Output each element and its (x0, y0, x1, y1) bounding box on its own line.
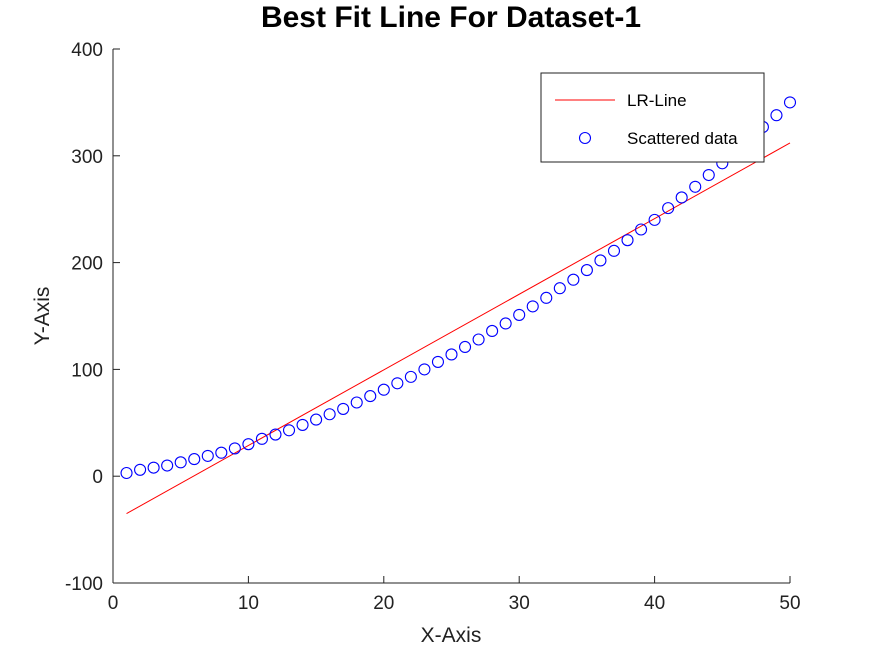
data-point (147, 461, 160, 474)
data-point (228, 442, 241, 455)
data-point (621, 234, 634, 247)
data-point (580, 264, 593, 277)
data-point (161, 459, 174, 472)
data-point (255, 432, 268, 445)
y-tick-label: 300 (71, 147, 103, 168)
y-tick-label: 0 (92, 467, 103, 488)
x-tick-label: 20 (373, 593, 394, 614)
y-tick-label: -100 (65, 574, 103, 595)
data-point (689, 180, 702, 193)
y-tick-label: 200 (71, 254, 103, 275)
data-point (513, 308, 526, 321)
data-point (323, 408, 336, 421)
data-point (134, 463, 147, 476)
x-tick-label: 30 (509, 593, 530, 614)
data-point (472, 333, 485, 346)
chart-title: Best Fit Line For Dataset-1 (261, 1, 641, 34)
data-point (174, 456, 187, 469)
x-axis-label: X-Axis (421, 624, 482, 647)
x-tick-label: 0 (108, 593, 119, 614)
data-point (377, 383, 390, 396)
data-point (648, 213, 661, 226)
legend-box (540, 72, 765, 163)
data-point (499, 317, 512, 330)
data-point (675, 191, 688, 204)
data-point (567, 273, 580, 286)
data-point (242, 438, 255, 451)
data-point (201, 449, 214, 462)
data-point (770, 109, 783, 122)
data-point (783, 96, 797, 109)
x-tick-label: 50 (779, 593, 800, 614)
data-point (404, 370, 417, 383)
data-point (282, 424, 296, 437)
data-point (350, 396, 363, 409)
data-point (188, 453, 201, 466)
legend-label: LR-Line (627, 91, 687, 110)
data-point (431, 355, 445, 368)
data-point (486, 324, 499, 338)
data-point (702, 168, 715, 182)
legend: LR-Line Scattered data (540, 72, 765, 163)
legend-label: Scattered data (627, 129, 738, 148)
data-point (635, 223, 648, 236)
data-point (662, 202, 675, 215)
data-point (269, 428, 282, 441)
y-tick-label: 400 (71, 40, 103, 61)
data-point (391, 377, 404, 390)
data-point (364, 390, 377, 403)
data-point (120, 466, 133, 480)
data-point (310, 413, 323, 426)
data-point (337, 402, 350, 415)
data-point (215, 446, 228, 459)
data-point (418, 363, 431, 376)
data-point (526, 300, 539, 313)
data-point (458, 340, 472, 354)
y-tick-label: 100 (71, 360, 103, 381)
data-point (296, 418, 309, 431)
legend-circle-swatch (578, 131, 592, 145)
data-point (540, 291, 553, 304)
data-point (553, 282, 566, 295)
y-axis-label: Y-Axis (31, 287, 54, 346)
x-tick-label: 40 (644, 593, 665, 614)
data-point (594, 254, 607, 267)
data-point (607, 244, 621, 257)
lr-line (126, 142, 791, 515)
data-point (445, 348, 458, 361)
x-tick-label: 10 (238, 593, 259, 614)
